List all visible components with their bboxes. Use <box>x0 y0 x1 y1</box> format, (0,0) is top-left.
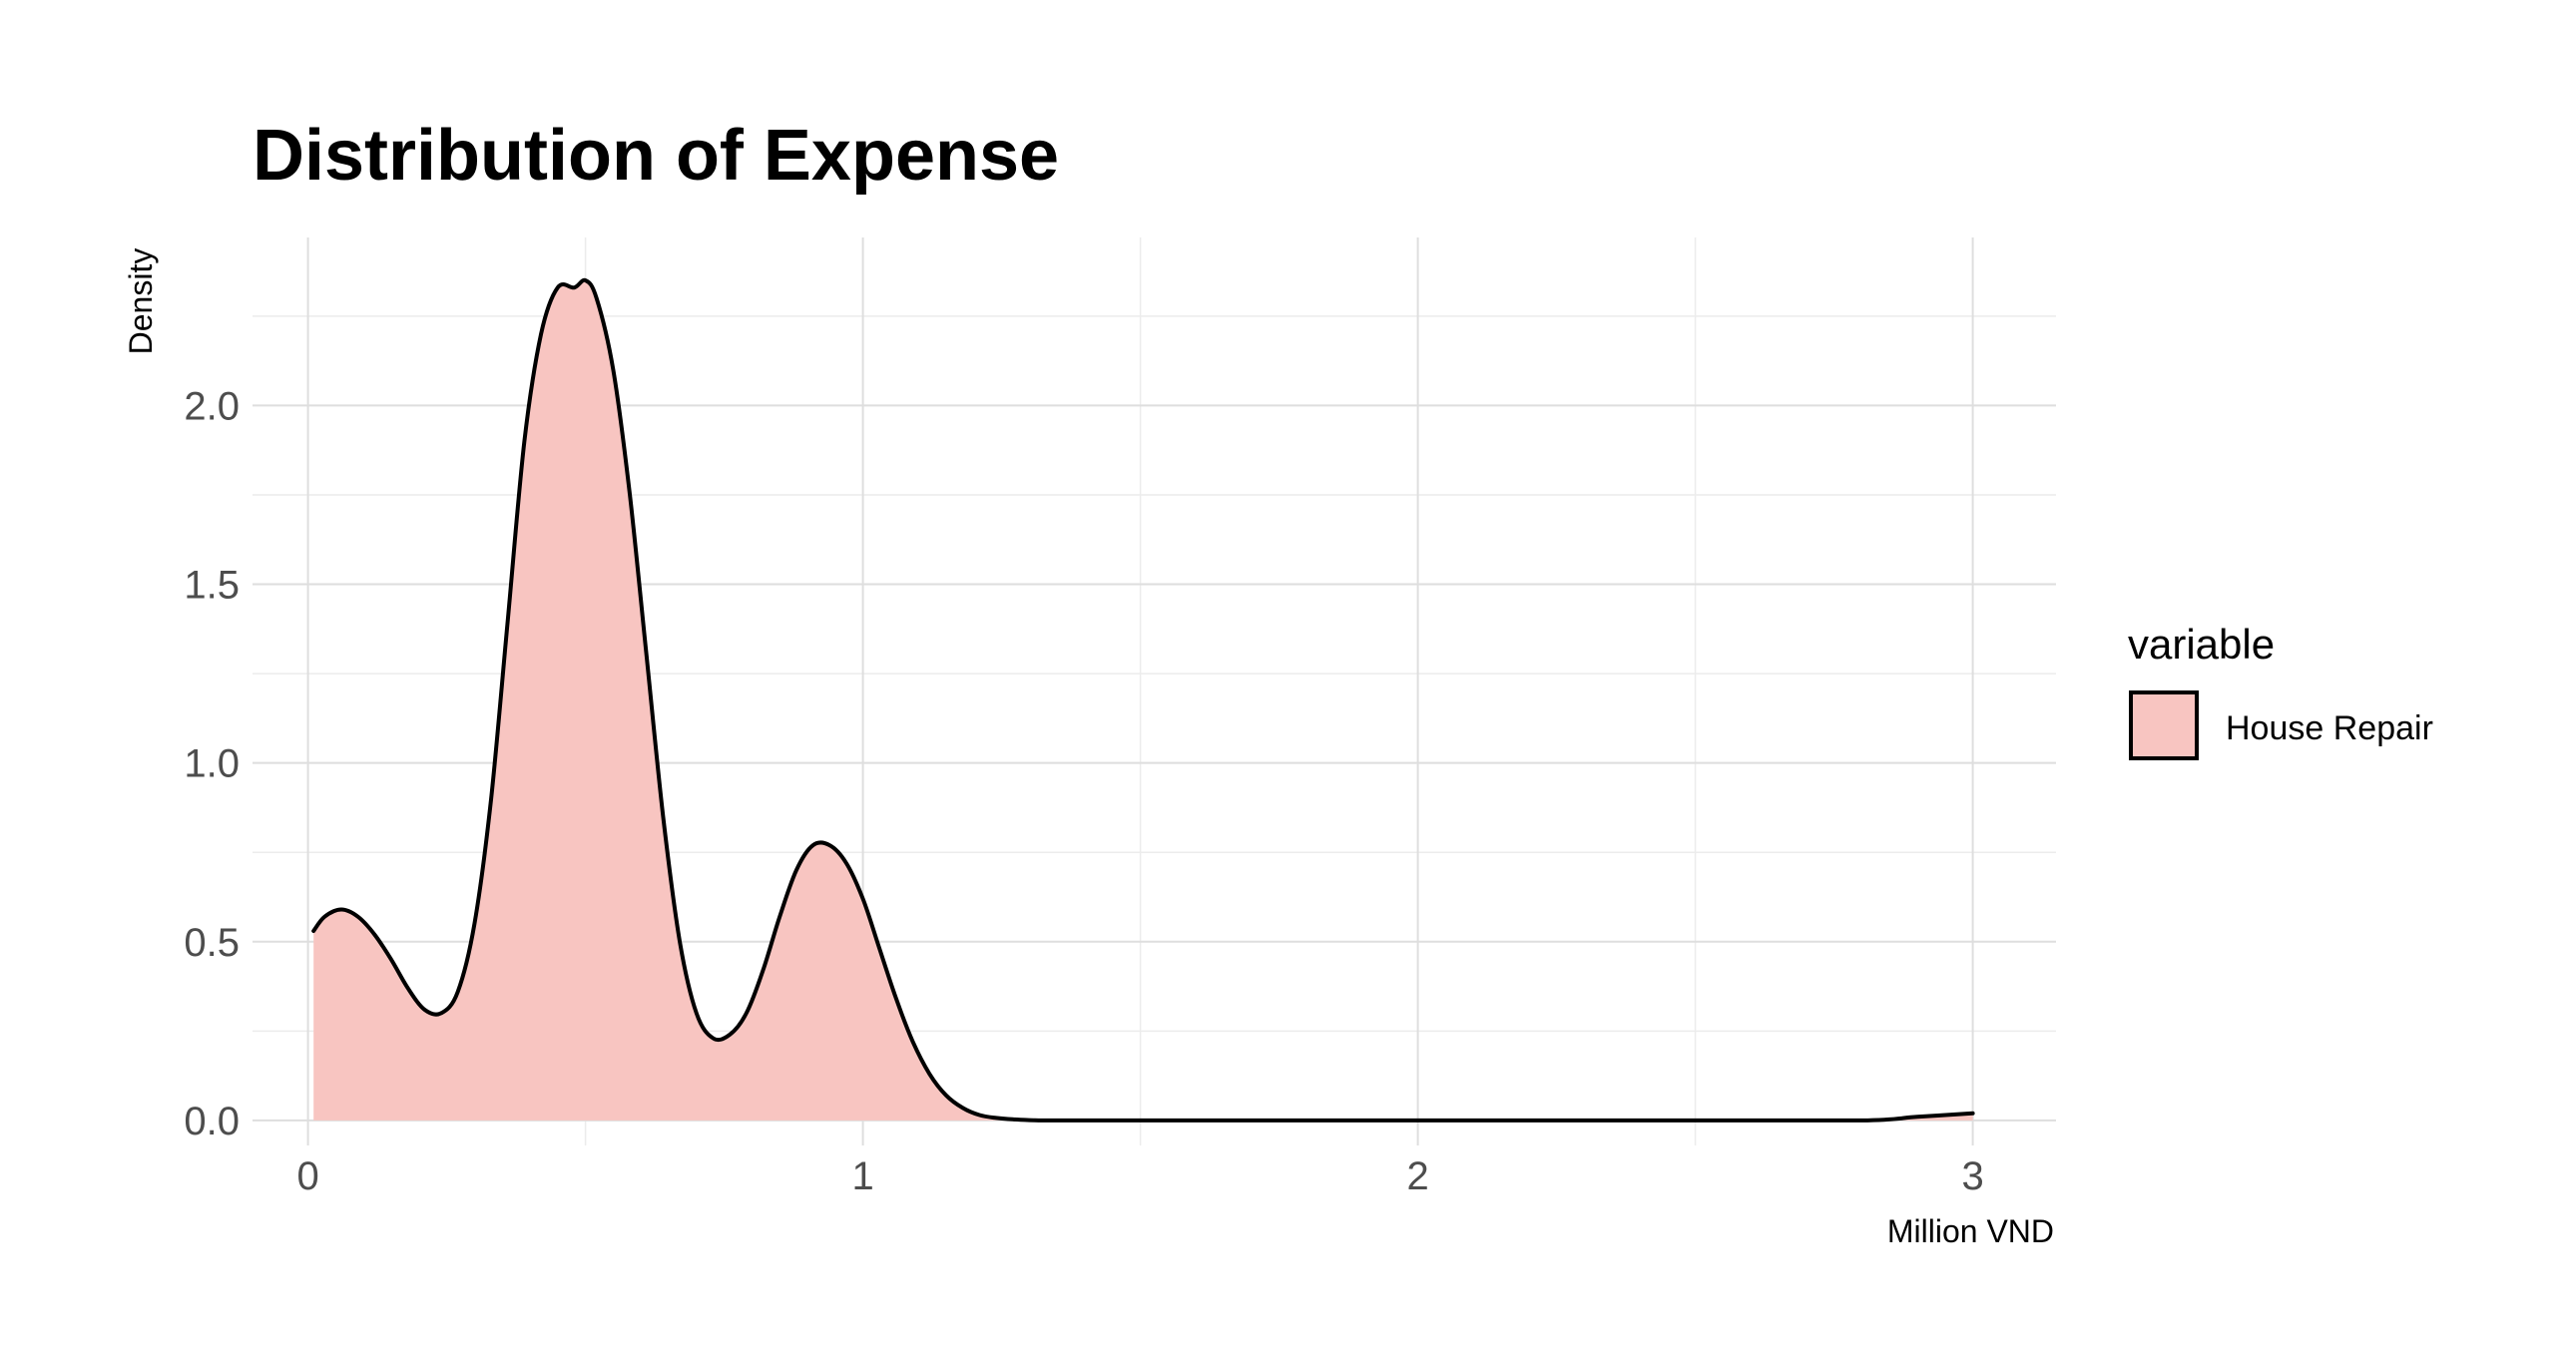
x-tick-label: 2 <box>1406 1154 1428 1198</box>
y-axis-title: Density <box>123 248 159 355</box>
y-tick-label: 1.0 <box>184 742 240 786</box>
density-series <box>311 277 1975 1123</box>
chart-title: Distribution of Expense <box>253 116 1059 196</box>
plot-area <box>253 237 2056 1145</box>
x-tick-label: 3 <box>1961 1154 1983 1198</box>
y-tick-label: 2.0 <box>184 384 240 428</box>
legend-label-house-repair: House Repair <box>2226 709 2433 747</box>
density-area-house-repair <box>313 279 1973 1121</box>
x-tick-label: 0 <box>296 1154 318 1198</box>
legend-swatch-house-repair <box>2129 690 2199 760</box>
x-axis-ticks: 0 1 2 3 <box>296 1154 1983 1198</box>
y-tick-label: 0.0 <box>184 1100 240 1143</box>
y-tick-label: 1.5 <box>184 564 240 608</box>
density-line-house-repair <box>311 277 1975 1123</box>
legend-title: variable <box>2128 621 2275 668</box>
y-tick-label: 0.5 <box>184 921 240 965</box>
legend: variable House Repair <box>2128 621 2433 760</box>
x-axis-title: Million VND <box>1887 1213 2054 1249</box>
x-tick-label: 1 <box>851 1154 873 1198</box>
y-axis-ticks: 0.0 0.5 1.0 1.5 2.0 <box>184 384 240 1143</box>
